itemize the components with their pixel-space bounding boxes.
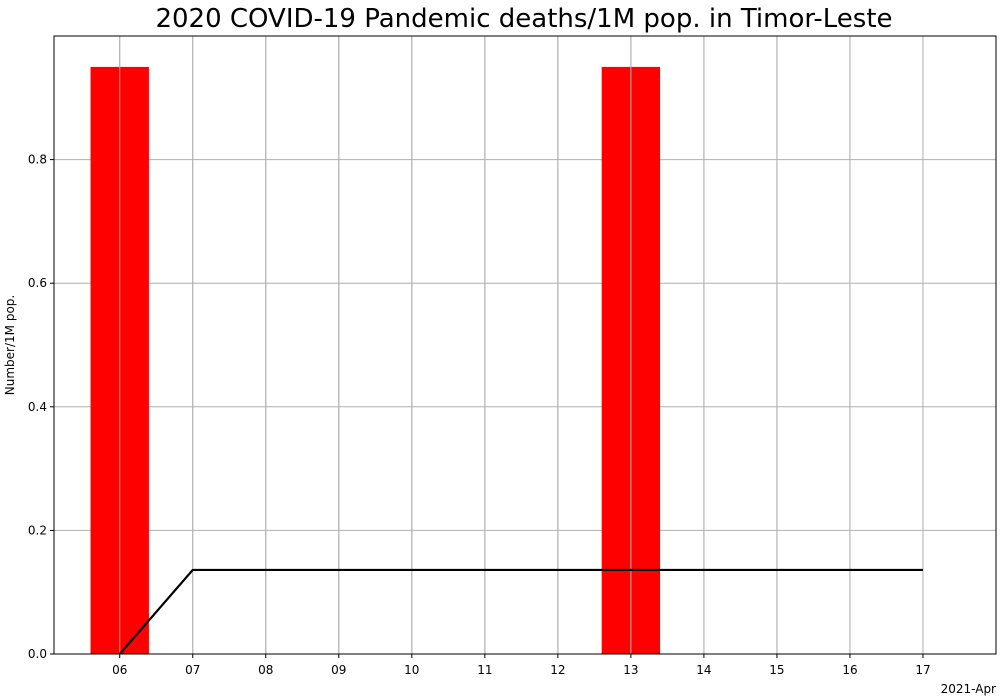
- x-tick-label: 06: [112, 663, 127, 677]
- x-tick-label: 14: [696, 663, 711, 677]
- x-tick-label: 10: [404, 663, 419, 677]
- x-tick-label: 13: [623, 663, 638, 677]
- x-tick-label: 07: [185, 663, 200, 677]
- x-tick-label: 12: [550, 663, 565, 677]
- x-tick-label: 09: [331, 663, 346, 677]
- y-tick-label: 0.8: [28, 153, 47, 167]
- y-tick-label: 0.6: [28, 276, 47, 290]
- axes: 06 07 08 09 10 11 12 13 14 15 16 17 0.0 0.2 0.4 0.6 0.8: [28, 35, 997, 677]
- x-tick-label: 11: [477, 663, 492, 677]
- y-tick-label: 0.2: [28, 523, 47, 537]
- bar-series: [90, 36, 924, 654]
- x-tick-label: 16: [842, 663, 857, 677]
- chart-title: 2020 COVID-19 Pandemic deaths/1M pop. in…: [155, 4, 892, 34]
- x-tick-label: 17: [915, 663, 930, 677]
- line-series: [118, 568, 923, 655]
- x-axis-offset-label: 2021-Apr: [941, 682, 996, 696]
- plot-frame: [53, 35, 997, 655]
- line-series-path: [118, 568, 923, 655]
- x-tick-label: 15: [769, 663, 784, 677]
- y-tick-label: 0.4: [28, 400, 47, 414]
- x-tick-label: 08: [258, 663, 273, 677]
- y-tick-label: 0.0: [28, 647, 47, 661]
- grid-lines: [54, 36, 996, 655]
- y-axis-label: Number/1M pop.: [3, 295, 17, 395]
